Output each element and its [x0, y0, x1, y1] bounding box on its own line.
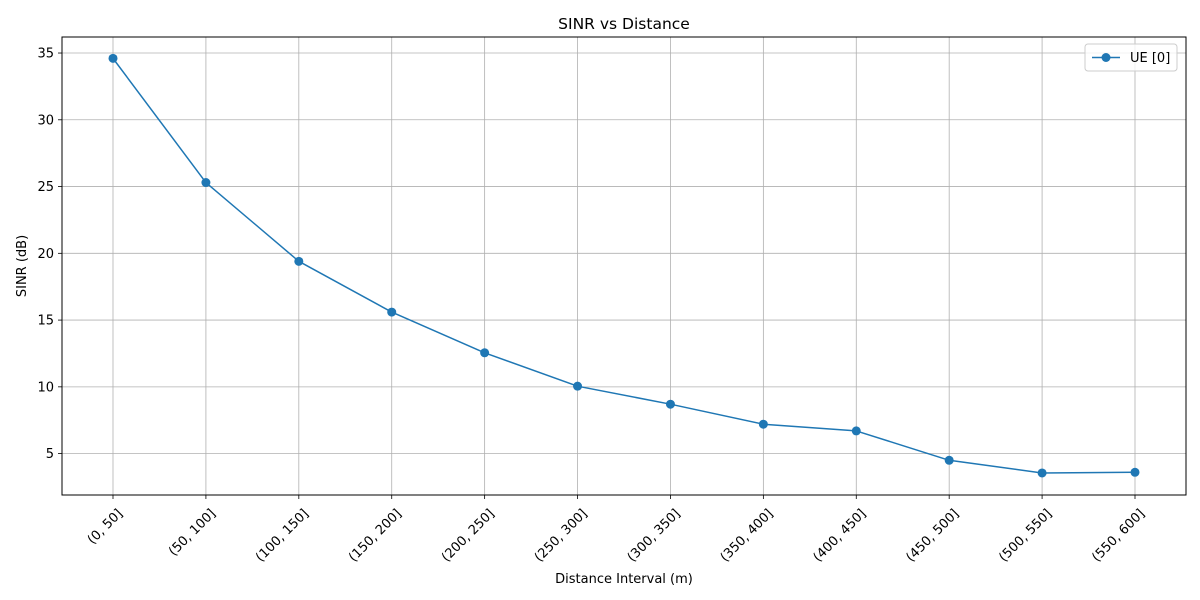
data-point	[108, 53, 118, 63]
data-point	[1130, 467, 1140, 477]
data-point	[665, 399, 675, 409]
data-point	[201, 178, 211, 188]
legend-marker-swatch	[1101, 53, 1111, 62]
y-tick-label: 35	[37, 47, 54, 62]
series-layer	[108, 53, 1140, 478]
data-point	[573, 381, 583, 391]
data-point	[851, 426, 861, 436]
data-point	[944, 455, 954, 465]
y-tick-label: 20	[37, 247, 54, 262]
chart-title: SINR vs Distance	[558, 15, 690, 33]
y-tick-label: 10	[37, 380, 54, 395]
legend: UE [0]	[1084, 43, 1178, 72]
y-tick-label: 15	[37, 314, 54, 329]
y-tick-label: 30	[37, 113, 54, 128]
y-axis-title: SINR (dB)	[15, 235, 30, 297]
legend-box	[1084, 43, 1178, 72]
legend-label-ue0: UE [0]	[1130, 51, 1170, 66]
y-tick-label: 25	[37, 180, 54, 195]
data-point	[758, 419, 768, 429]
series-line-ue0	[112, 57, 1136, 474]
data-point	[1037, 468, 1047, 478]
data-point	[480, 348, 490, 358]
plot-frame	[61, 36, 1187, 496]
grid	[62, 37, 1186, 495]
x-axis-title: Distance Interval (m)	[555, 572, 693, 587]
data-point	[387, 307, 397, 317]
y-axis-ticks: 5 10 15 20 25 30 35	[37, 47, 62, 462]
y-tick-label: 5	[46, 447, 54, 462]
data-point	[294, 256, 304, 266]
